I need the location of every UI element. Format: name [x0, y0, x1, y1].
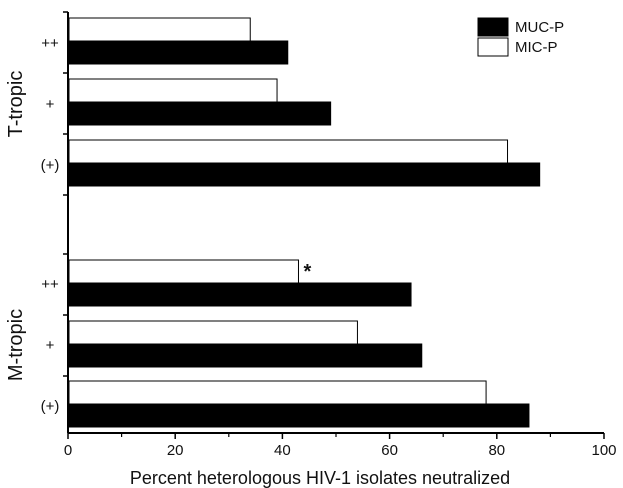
bars [68, 17, 541, 428]
x-tick-label: 60 [381, 442, 398, 459]
significance-asterisk: * [303, 261, 311, 283]
bar-muc-p [68, 343, 423, 368]
category-label: + [46, 96, 55, 113]
category-label: (+) [41, 398, 60, 415]
x-tick-label: 40 [274, 442, 291, 459]
x-axis-title: Percent heterologous HIV-1 isolates neut… [130, 468, 510, 488]
bar-mic-p [68, 320, 358, 345]
category-label: + [46, 337, 55, 354]
x-tick-label: 0 [64, 442, 72, 459]
bar-muc-p [68, 40, 289, 65]
group-label: T-tropic [5, 71, 27, 138]
x-tick-label: 20 [167, 442, 184, 459]
bar-muc-p [68, 282, 412, 307]
axes [63, 11, 605, 439]
category-label: ++ [41, 35, 59, 52]
legend: MUC-P MIC-P [477, 17, 564, 57]
x-tick-label: 100 [591, 442, 616, 459]
bar-mic-p [68, 139, 509, 164]
bar-muc-p [68, 162, 541, 187]
bar-mic-p [68, 259, 299, 284]
category-label: (+) [41, 157, 60, 174]
legend-swatch-muc-p [477, 17, 509, 37]
legend-swatch-mic-p [477, 37, 509, 57]
category-label: ++ [41, 276, 59, 293]
x-tick-label: 80 [488, 442, 505, 459]
bar-muc-p [68, 403, 530, 428]
bar-mic-p [68, 17, 251, 42]
group-label: M-tropic [5, 309, 27, 381]
bar-mic-p [68, 380, 487, 405]
labels: 0 20 40 60 80 100T-tropic+++(+)M-tropic+++(+)… [5, 35, 617, 459]
legend-label: MIC-P [515, 39, 558, 56]
bar-muc-p [68, 101, 332, 126]
legend-label: MUC-P [515, 19, 564, 36]
bar-mic-p [68, 78, 278, 103]
